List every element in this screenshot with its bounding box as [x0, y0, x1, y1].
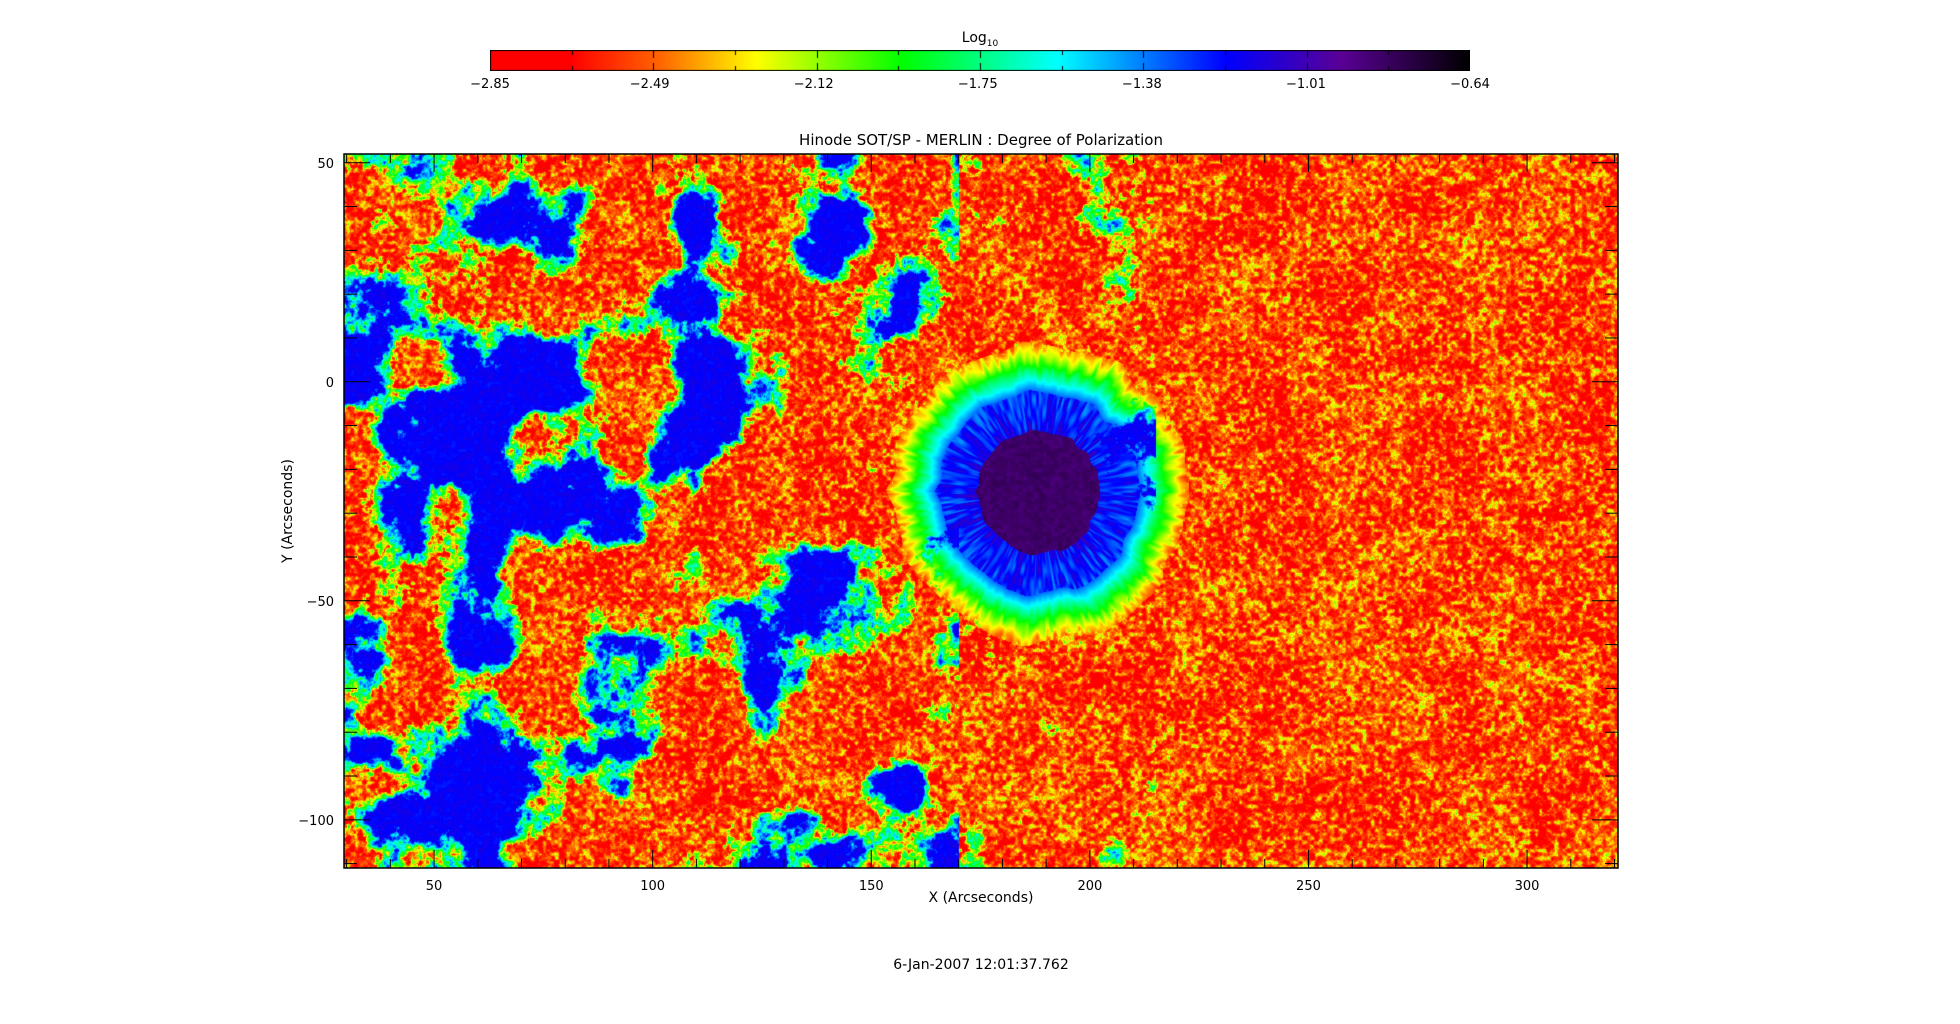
- x-tick-label: 100: [640, 879, 665, 894]
- colorbar-tick-label: −2.12: [794, 77, 834, 92]
- colorbar-tick-label: −1.75: [958, 77, 998, 92]
- plot-frame: [343, 153, 1619, 869]
- y-tick-label: 0: [326, 376, 334, 391]
- colorbar-tick-label: −2.85: [470, 77, 510, 92]
- x-tick-label: 300: [1515, 879, 1540, 894]
- colorbar: [490, 50, 1470, 71]
- x-tick-label: 50: [426, 879, 443, 894]
- x-axis-label: X (Arcseconds): [928, 890, 1034, 906]
- x-tick-label: 200: [1077, 879, 1102, 894]
- colorbar-title: Log10: [961, 30, 999, 49]
- y-axis-label: Y (Arcseconds): [280, 459, 296, 563]
- timestamp: 6-Jan-2007 12:01:37.762: [893, 957, 1069, 973]
- chart-title: Hinode SOT/SP - MERLIN : Degree of Polar…: [799, 131, 1163, 149]
- x-tick-label: 150: [859, 879, 884, 894]
- polarization-heatmap: [344, 154, 1618, 868]
- x-tick-label: 250: [1296, 879, 1321, 894]
- colorbar-tick-label: −1.38: [1122, 77, 1162, 92]
- colorbar-tick-label: −0.64: [1450, 77, 1490, 92]
- colorbar-tick-label: −2.49: [630, 77, 670, 92]
- y-tick-label: 50: [317, 157, 334, 172]
- y-tick-label: −100: [298, 814, 334, 829]
- y-tick-label: −50: [307, 595, 334, 610]
- colorbar-tick-label: −1.01: [1286, 77, 1326, 92]
